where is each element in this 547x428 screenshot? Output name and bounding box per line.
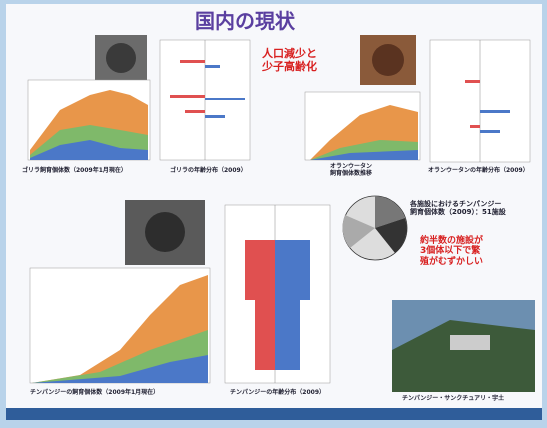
- caption: ゴリラ飼育個体数（2009年1月現在）: [22, 167, 127, 174]
- gorilla-age-chart: [159, 39, 251, 161]
- warning-line: 約半数の施設が: [420, 236, 484, 246]
- caption: オランウータン 飼育個体数推移: [330, 163, 373, 178]
- note-line: 飼育個体数（2009）：51施設: [410, 208, 506, 217]
- chimp-face: [145, 212, 185, 252]
- note-line: 各施設におけるチンパンジー: [410, 200, 502, 208]
- caption: ゴリラの年齢分布（2009）: [170, 167, 247, 174]
- gorilla-face: [106, 43, 136, 73]
- headline: 人口減少と 少子高齢化: [262, 47, 317, 73]
- warning: 約半数の施設が 3個体以下で繁 殖がむずかしい: [420, 236, 483, 267]
- orangutan-age-chart: [429, 39, 531, 163]
- poster-title: 国内の現状: [195, 9, 295, 33]
- chimp-age-chart: [224, 204, 331, 384]
- photo-caption: チンパンジー・サンクチュアリ・宇土: [402, 395, 505, 402]
- warning-line: 殖がむずかしい: [420, 256, 484, 267]
- caption: チンパンジーの飼育個体数（2009年1月現在）: [30, 389, 160, 396]
- caption: オランウータンの年齢分布（2009）: [428, 167, 529, 174]
- orangutan-face: [372, 44, 404, 76]
- sanctuary-photo: [392, 300, 535, 392]
- facility-note: 各施設におけるチンパンジー 飼育個体数（2009）：51施設: [410, 200, 506, 216]
- orangutan-area-chart: [304, 91, 421, 161]
- chimp-area-chart: [29, 267, 211, 384]
- headline-line: 少子高齢化: [262, 59, 317, 73]
- footer-band: [6, 408, 542, 420]
- caption-line: オランウータン: [330, 163, 373, 170]
- warning-line: 3個体以下で繁: [420, 246, 481, 257]
- headline-line: 人口減少と: [262, 47, 317, 60]
- caption-line: 飼育個体数推移: [330, 169, 373, 177]
- gorilla-area-chart: [27, 79, 151, 161]
- caption: チンパンジーの年齢分布（2009）: [230, 389, 325, 396]
- facility-pie: [342, 195, 408, 261]
